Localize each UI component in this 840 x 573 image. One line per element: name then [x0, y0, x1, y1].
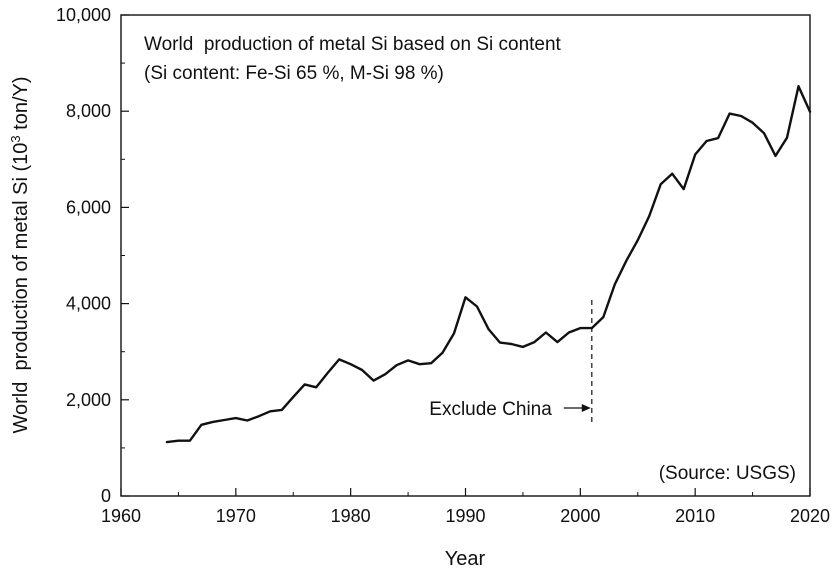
y-tick-label-10000: 10,000: [56, 5, 111, 25]
x-tick-labels: 1960 1970 1980 1990 2000 2010 2020: [101, 506, 830, 526]
chart-subtitle: (Si content: Fe-Si 65 %, M-Si 98 %): [144, 63, 444, 84]
x-tick-label-2000: 2000: [560, 506, 600, 526]
exclude-china-label: Exclude China: [429, 399, 552, 420]
x-tick-label-1980: 1980: [331, 506, 371, 526]
y-axis-label-unit: ton/Y): [10, 76, 32, 135]
y-tick-label-6000: 6,000: [66, 197, 111, 217]
x-tick-label-1970: 1970: [216, 506, 256, 526]
x-axis-label: Year: [445, 548, 486, 570]
x-tick-label-1990: 1990: [445, 506, 485, 526]
x-tick-label-2010: 2010: [675, 506, 715, 526]
chart-title: World production of metal Si based on Si…: [144, 34, 562, 55]
axis-ticks: [120, 14, 811, 497]
y-tick-labels: 0 2,000 4,000 6,000 8,000 10,000: [56, 5, 111, 506]
series-line-world-production: [165, 85, 812, 444]
y-axis-label-exponent: 3: [8, 135, 23, 142]
y-axis-label: World production of metal Si (103 ton/Y): [8, 76, 33, 433]
x-tick-label-1960: 1960: [101, 506, 141, 526]
source-note: (Source: USGS): [659, 463, 796, 484]
y-tick-label-0: 0: [101, 486, 111, 506]
x-tick-label-2020: 2020: [790, 506, 830, 526]
exclude-china-arrow-head: [581, 404, 591, 412]
y-tick-label-4000: 4,000: [66, 294, 111, 314]
y-tick-label-2000: 2,000: [66, 390, 111, 410]
y-tick-label-8000: 8,000: [66, 101, 111, 121]
y-axis-label-main: World production of metal Si (10: [10, 143, 32, 434]
plot-frame: [120, 14, 811, 497]
